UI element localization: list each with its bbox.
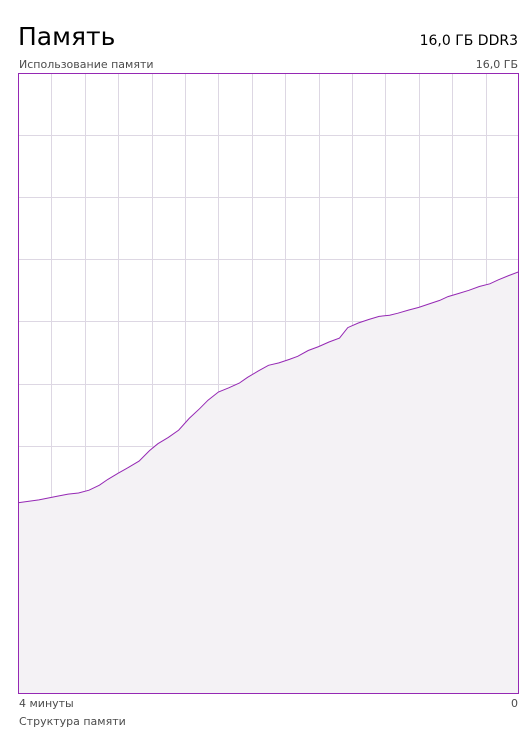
memory-composition-label: Структура памяти <box>19 715 126 728</box>
memory-spec: 16,0 ГБ DDR3 <box>419 33 518 49</box>
graph-label-max: 16,0 ГБ <box>475 58 518 71</box>
usage-line <box>18 271 519 504</box>
usage-area <box>18 271 519 694</box>
memory-usage-graph <box>18 73 519 694</box>
memory-usage-chart <box>18 73 519 694</box>
graph-label-usage: Использование памяти <box>19 58 154 71</box>
graph-label-min: 0 <box>511 697 518 710</box>
page-title: Память <box>18 22 116 51</box>
graph-border <box>18 73 519 694</box>
graph-label-timespan: 4 минуты <box>19 697 74 710</box>
